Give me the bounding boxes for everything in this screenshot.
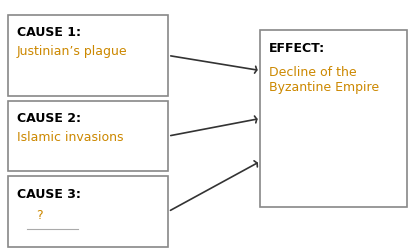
FancyBboxPatch shape: [260, 30, 407, 207]
FancyBboxPatch shape: [8, 15, 168, 96]
Text: Islamic invasions: Islamic invasions: [17, 131, 123, 144]
FancyBboxPatch shape: [8, 176, 168, 247]
Text: ?: ?: [36, 209, 42, 222]
Text: CAUSE 3:: CAUSE 3:: [17, 188, 81, 201]
FancyBboxPatch shape: [8, 101, 168, 171]
Text: CAUSE 1:: CAUSE 1:: [17, 26, 81, 40]
Text: Decline of the
Byzantine Empire: Decline of the Byzantine Empire: [269, 66, 379, 93]
Text: EFFECT:: EFFECT:: [269, 42, 325, 55]
Text: CAUSE 2:: CAUSE 2:: [17, 112, 81, 125]
Text: Justinian’s plague: Justinian’s plague: [17, 45, 127, 58]
